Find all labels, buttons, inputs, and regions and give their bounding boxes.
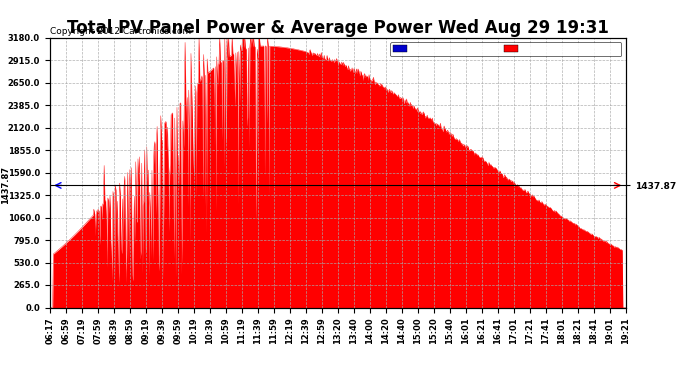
Text: 1437.87: 1437.87 <box>1 166 10 204</box>
Title: Total PV Panel Power & Average Power Wed Aug 29 19:31: Total PV Panel Power & Average Power Wed… <box>67 20 609 38</box>
Text: Copyright 2012 Cartronics.com: Copyright 2012 Cartronics.com <box>50 27 191 36</box>
Legend: Average  (DC Watts), PV Panels  (DC Watts): Average (DC Watts), PV Panels (DC Watts) <box>391 42 621 56</box>
